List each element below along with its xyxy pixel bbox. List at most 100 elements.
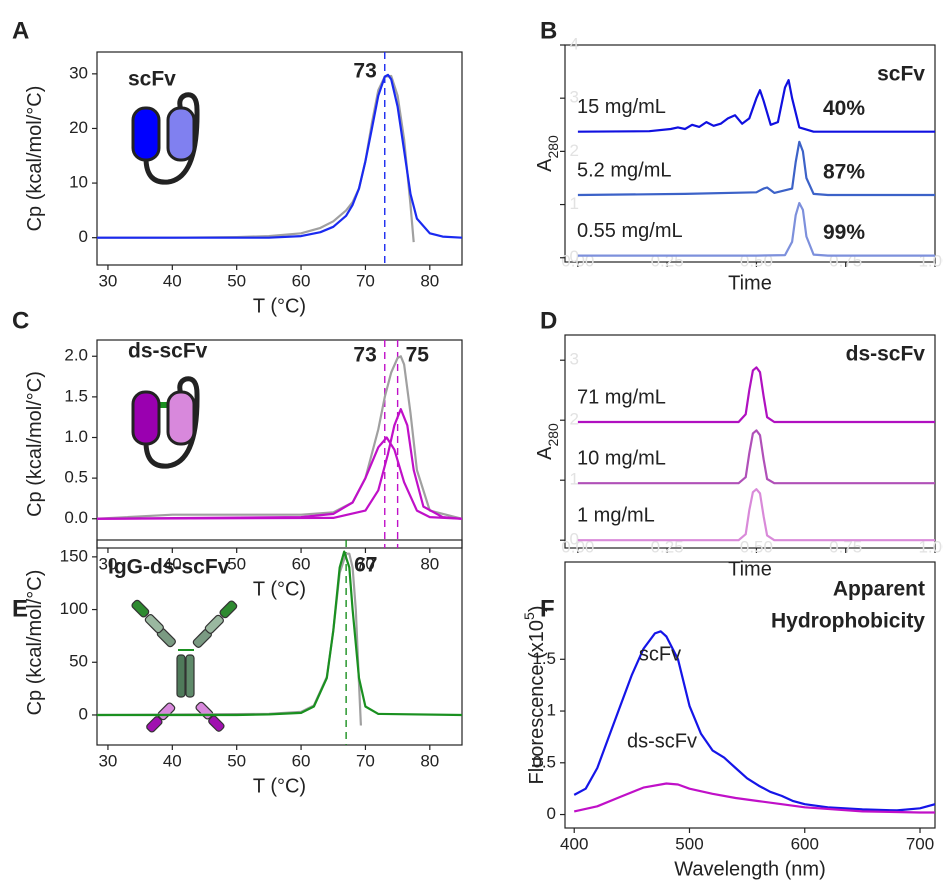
plot-frame	[564, 334, 936, 549]
plot-frame	[96, 539, 463, 746]
y-axis-label: A280	[534, 423, 560, 460]
x-tick-label: 0.25	[651, 537, 684, 556]
series-line	[573, 630, 935, 812]
series-line	[577, 488, 935, 542]
series-line	[97, 408, 462, 520]
panel-label: scFv	[128, 68, 176, 91]
marker-label: 73	[353, 60, 376, 83]
x-tick-label: 30	[98, 554, 117, 573]
y-tick-label: 1	[547, 701, 556, 720]
y-label-part: Cp (kcal/mol/°C)	[24, 86, 46, 232]
x-axis-label: Time	[728, 272, 772, 294]
panel-letter: C	[12, 307, 29, 334]
series-line	[577, 201, 935, 257]
series-label: 5.2 mg/mL	[577, 159, 671, 181]
x-tick-label: 1.00	[918, 251, 943, 270]
x-tick-label: 0.75	[829, 537, 862, 556]
x-axis-label: T (°C)	[253, 295, 306, 317]
y-tick-label: 4	[570, 34, 579, 53]
x-tick-label: 80	[420, 751, 439, 770]
y-tick-label: 1.0	[64, 427, 88, 446]
series-line	[97, 436, 462, 520]
y-tick-label: 0	[547, 804, 556, 823]
x-tick-label: 400	[560, 834, 588, 853]
y-tick-label: 3	[570, 350, 579, 369]
purity-label: 40%	[823, 97, 865, 120]
x-tick-label: 70	[356, 751, 375, 770]
y-label-part: 280	[545, 423, 561, 447]
y-axis-label: Cp (kcal/mol/°C)	[24, 86, 46, 232]
x-tick-label: 30	[98, 271, 117, 290]
x-tick-label: 50	[227, 271, 246, 290]
series-line	[577, 366, 935, 424]
marker-label: 75	[406, 344, 430, 367]
y-tick-label: 0	[570, 530, 579, 549]
series-label: 71 mg/mL	[577, 386, 666, 408]
purity-label: 99%	[823, 221, 865, 244]
y-label-part: 280	[545, 135, 561, 159]
x-tick-label: 40	[163, 751, 182, 770]
plot-frame	[96, 51, 463, 266]
x-tick-label: 0.25	[651, 251, 684, 270]
y-axis-label: Cp (kcal/mol/°C)	[24, 371, 46, 517]
plot-frame	[564, 44, 936, 263]
y-tick-label: 0.5	[532, 752, 556, 771]
panel-label: IgG-ds-scFv	[108, 556, 230, 579]
y-tick-label: 20	[69, 118, 88, 137]
y-label-part: Cp (kcal/mol/°C)	[24, 570, 46, 716]
y-label-part: 5	[521, 612, 537, 620]
x-tick-label: 700	[906, 834, 934, 853]
series-label: 15 mg/mL	[577, 96, 666, 118]
x-tick-label: 80	[420, 554, 439, 573]
y-tick-label: 2.0	[64, 346, 88, 365]
y-axis-label: Fluorescence (x105)	[521, 606, 549, 785]
x-axis-label: T (°C)	[253, 578, 306, 600]
purity-label: 87%	[823, 161, 865, 184]
x-tick-label: 60	[292, 751, 311, 770]
series-label: 0.55 mg/mL	[577, 220, 683, 242]
igg-icon	[131, 599, 238, 733]
x-tick-label: 0.50	[740, 537, 773, 556]
x-tick-label: 0.00	[561, 537, 594, 556]
series-line	[97, 550, 462, 717]
y-tick-label: 50	[69, 652, 88, 671]
x-axis-label: Time	[728, 558, 772, 580]
x-tick-label: 80	[420, 271, 439, 290]
series-line	[97, 355, 462, 520]
panel-letter: A	[12, 17, 29, 44]
plot-area	[97, 355, 462, 520]
x-tick-label: 50	[227, 751, 246, 770]
panel-letter: D	[540, 307, 557, 334]
y-axis-label: Cp (kcal/mol/°C)	[24, 570, 46, 716]
x-tick-label: 600	[791, 834, 819, 853]
panel-label: ds-scFv	[846, 343, 926, 366]
x-tick-label: 0.75	[829, 251, 862, 270]
y-tick-label: 0.0	[64, 508, 88, 527]
y-axis-label: A280	[534, 135, 560, 172]
x-axis-label: Wavelength (nm)	[674, 858, 826, 880]
y-tick-label: 2	[570, 410, 579, 429]
panel-letter: B	[540, 17, 557, 44]
x-tick-label: 60	[292, 271, 311, 290]
y-tick-label: 1	[570, 470, 579, 489]
series-line	[577, 140, 935, 197]
y-tick-label: 0	[79, 704, 88, 723]
y-tick-label: 1.5	[64, 386, 88, 405]
y-tick-label: 1	[570, 194, 579, 213]
y-label-part: Cp (kcal/mol/°C)	[24, 371, 46, 517]
plot-area	[577, 366, 935, 542]
y-label-part: A	[534, 158, 556, 172]
series-line	[577, 79, 935, 133]
x-tick-label: 1.00	[918, 537, 943, 556]
panel-label: scFv	[877, 63, 925, 86]
y-tick-label: 2	[570, 141, 579, 160]
y-tick-label: 150	[60, 546, 88, 565]
x-tick-label: 50	[227, 554, 246, 573]
scfv-icon	[131, 92, 200, 185]
plot-area	[573, 630, 935, 814]
x-tick-label: 500	[675, 834, 703, 853]
series-label: ds-scFv	[627, 730, 697, 752]
y-label-part: A	[534, 446, 556, 460]
marker-label: 73	[353, 344, 376, 367]
